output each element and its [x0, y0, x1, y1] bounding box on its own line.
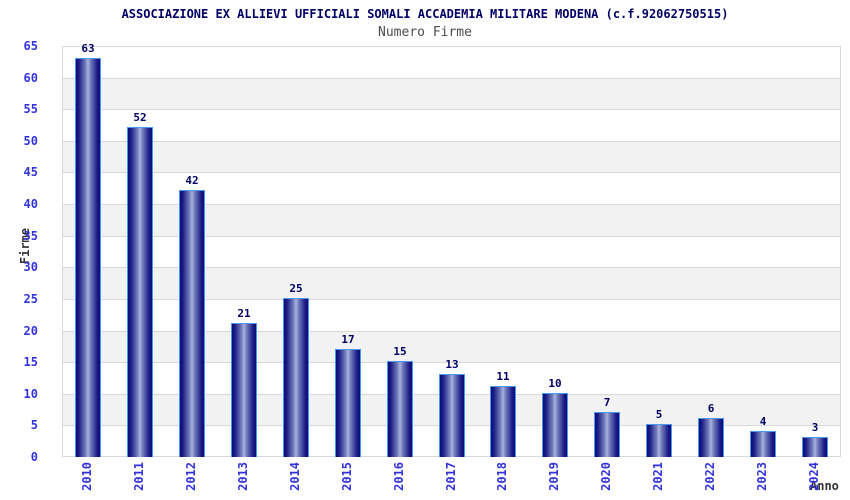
gridline	[62, 204, 841, 205]
bar-value-label: 63	[81, 42, 95, 55]
gridline	[62, 78, 841, 79]
gridline	[62, 331, 841, 332]
bar-2014	[283, 298, 309, 457]
y-tick-label: 50	[23, 134, 38, 148]
x-tick-label: 2017	[444, 462, 458, 491]
bar-2020	[594, 412, 620, 457]
bar-2013	[231, 323, 257, 457]
y-tick-label: 40	[23, 197, 38, 211]
bar-value-label: 10	[548, 377, 562, 390]
y-tick-label: 65	[23, 39, 38, 53]
bar-2016	[387, 361, 413, 457]
gridline	[62, 46, 841, 47]
plot-area: 63 52 42 21 25 17 15 13 11 10 7 5 6 4 3	[62, 42, 841, 457]
gridline	[62, 299, 841, 300]
x-tick-label: 2011	[132, 462, 146, 491]
x-tick-label: 2013	[236, 462, 250, 491]
x-tick-label: 2012	[184, 462, 198, 491]
bar-value-label: 5	[655, 408, 663, 421]
bar-2023	[750, 431, 776, 457]
y-tick-label: 60	[23, 71, 38, 85]
bar-value-label: 17	[341, 333, 355, 346]
bar-2015	[335, 349, 361, 457]
x-tick-label: 2020	[599, 462, 613, 491]
x-axis-title: Anno	[810, 479, 839, 493]
bar-2022	[698, 418, 724, 457]
gridline	[62, 109, 841, 110]
bar-2011	[127, 127, 153, 457]
x-tick-label: 2024	[807, 462, 821, 491]
y-tick-label: 25	[23, 292, 38, 306]
x-tick-label: 2015	[340, 462, 354, 491]
bar-value-label: 21	[237, 307, 251, 320]
y-tick-label: 55	[23, 102, 38, 116]
y-tick-label: 45	[23, 165, 38, 179]
x-tick-label: 2021	[651, 462, 665, 491]
y-tick-label: 10	[23, 387, 38, 401]
y-tick-label: 30	[23, 260, 38, 274]
gridline	[62, 236, 841, 237]
grid-band	[62, 140, 841, 173]
bar-value-label: 15	[393, 345, 407, 358]
y-tick-label: 20	[23, 324, 38, 338]
grid-band	[62, 77, 841, 110]
grid-band	[62, 46, 841, 78]
y-tick-label: 0	[30, 450, 38, 464]
gridline	[62, 172, 841, 173]
gridline	[62, 267, 841, 268]
bar-value-label: 42	[185, 174, 199, 187]
bar-value-label: 4	[759, 415, 767, 428]
x-tick-label: 2018	[495, 462, 509, 491]
bar-value-label: 3	[811, 421, 819, 434]
bar-2019	[542, 393, 568, 457]
plot-right-border	[840, 46, 841, 457]
gridline	[62, 362, 841, 363]
bar-2021	[646, 424, 672, 457]
y-tick-label: 15	[23, 355, 38, 369]
y-tick-label: 35	[23, 229, 38, 243]
bar-2024	[802, 437, 828, 457]
bar-value-label: 11	[496, 370, 510, 383]
bar-value-label: 52	[133, 111, 147, 124]
x-tick-label: 2016	[392, 462, 406, 491]
bar-value-label: 7	[603, 396, 611, 409]
bar-2017	[439, 374, 465, 457]
gridline	[62, 141, 841, 142]
x-tick-label: 2010	[80, 462, 94, 491]
bar-value-label: 25	[289, 282, 303, 295]
x-tick-label: 2019	[547, 462, 561, 491]
chart-subtitle: Numero Firme	[378, 25, 472, 40]
x-tick-label: 2022	[703, 462, 717, 491]
bar-2012	[179, 190, 205, 457]
y-tick-label: 5	[30, 418, 38, 432]
x-tick-label: 2023	[755, 462, 769, 491]
grid-band	[62, 109, 841, 141]
bar-value-label: 13	[445, 358, 459, 371]
x-tick-label: 2014	[288, 462, 302, 491]
bar-value-label: 6	[707, 402, 715, 415]
bar-2010	[75, 58, 101, 457]
bar-2018	[490, 386, 516, 457]
chart-title: ASSOCIAZIONE EX ALLIEVI UFFICIALI SOMALI…	[121, 7, 729, 21]
plot-left-border	[62, 46, 63, 457]
